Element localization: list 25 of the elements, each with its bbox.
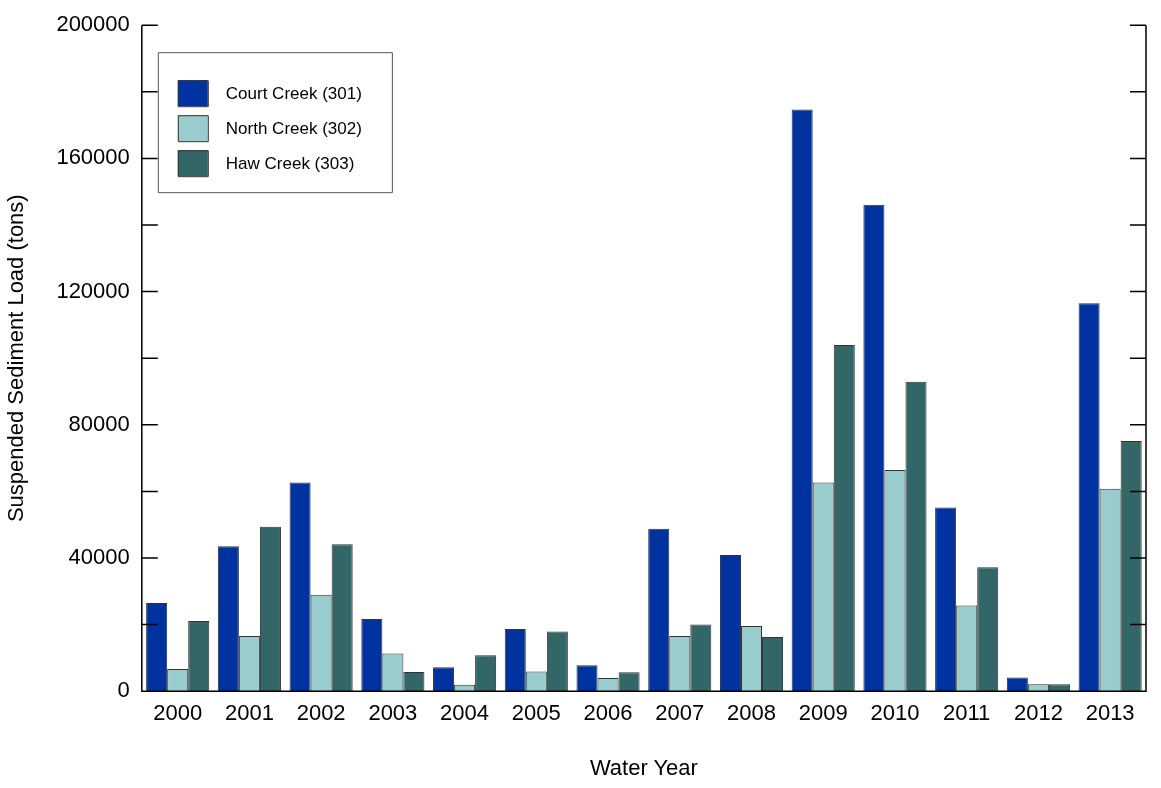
x-tick-label: 2003 — [368, 700, 418, 726]
x-tick-label: 2010 — [870, 700, 920, 726]
x-tick-label: 2013 — [1085, 700, 1135, 726]
x-tick-label: 2005 — [511, 700, 561, 726]
x-tick-label: 2004 — [440, 700, 490, 726]
legend-label: North Creek (302) — [225, 118, 362, 138]
legend-label: Court Creek (301) — [225, 83, 362, 103]
legend-label: Haw Creek (303) — [225, 153, 355, 173]
x-tick-label: 2002 — [296, 700, 346, 726]
x-tick-label: 2012 — [1013, 700, 1063, 726]
x-axis-title: Water Year — [589, 754, 698, 780]
x-tick-label: 2007 — [655, 700, 705, 726]
x-tick-label: 2001 — [224, 700, 274, 726]
y-tick-label: 160000 — [56, 144, 130, 170]
x-tick-label: 2009 — [798, 700, 848, 726]
y-tick-label: 200000 — [56, 11, 130, 37]
y-tick-label: 120000 — [56, 277, 130, 303]
y-tick-label: 80000 — [68, 410, 130, 436]
y-tick-label: 40000 — [68, 544, 130, 570]
y-tick-label: 0 — [117, 677, 130, 703]
y-axis-title: Suspended Sediment Load (tons) — [3, 194, 29, 523]
x-tick-label: 2000 — [153, 700, 203, 726]
x-tick-label: 2006 — [583, 700, 633, 726]
x-tick-label: 2008 — [727, 700, 776, 726]
x-tick-label: 2011 — [943, 700, 991, 726]
